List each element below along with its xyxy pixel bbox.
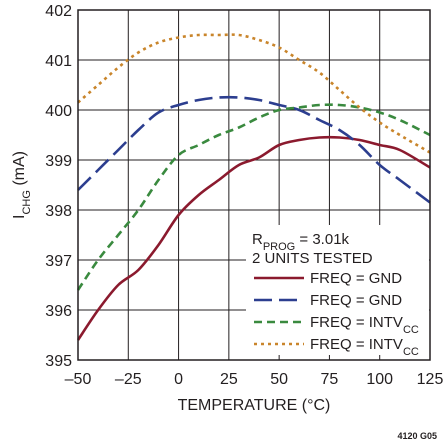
y-tick-label: 402	[45, 3, 72, 20]
y-tick-label: 395	[45, 353, 72, 370]
x-axis-label: TEMPERATURE (°C)	[178, 397, 331, 414]
legend-label-1: FREQ = GND	[310, 270, 402, 287]
series-line-3	[76, 103, 431, 291]
x-tick-label: 50	[270, 371, 288, 388]
series-line-2	[77, 95, 431, 204]
y-tick-label: 397	[45, 253, 72, 270]
x-tick-label: 0	[174, 371, 183, 388]
y-tick-label: 401	[45, 53, 72, 70]
figure-id: 4120 G05	[397, 431, 437, 441]
y-axis-label: ICHG (mA)	[11, 151, 33, 219]
y-tick-label: 400	[45, 103, 72, 120]
legend-label-4: FREQ = INTVCC	[310, 336, 419, 358]
series-line-4	[77, 33, 431, 154]
legend-header-units: 2 UNITS TESTED	[252, 250, 373, 267]
x-tick-label: 125	[417, 371, 444, 388]
x-tick-label: 25	[220, 371, 238, 388]
legend-label-3: FREQ = INTVCC	[310, 314, 419, 336]
x-tick-labels: –50 –25 0 25 50 75 100 125	[65, 371, 444, 388]
x-tick-label: 100	[366, 371, 393, 388]
y-tick-label: 396	[45, 303, 72, 320]
legend-label-2: FREQ = GND	[310, 292, 402, 309]
legend-background	[246, 225, 429, 355]
series-layer	[76, 33, 431, 341]
grid	[78, 10, 430, 360]
x-tick-label: –50	[65, 371, 92, 388]
y-tick-label: 398	[45, 203, 72, 220]
x-tick-label: –25	[115, 371, 142, 388]
x-tick-label: 75	[321, 371, 339, 388]
y-tick-labels: 395 396 397 398 399 400 401 402	[45, 3, 72, 370]
y-tick-label: 399	[45, 153, 72, 170]
legend-header-rprog: RPROG = 3.01k	[252, 231, 350, 253]
plot-frame	[77, 9, 431, 361]
series-line-1	[76, 135, 431, 341]
